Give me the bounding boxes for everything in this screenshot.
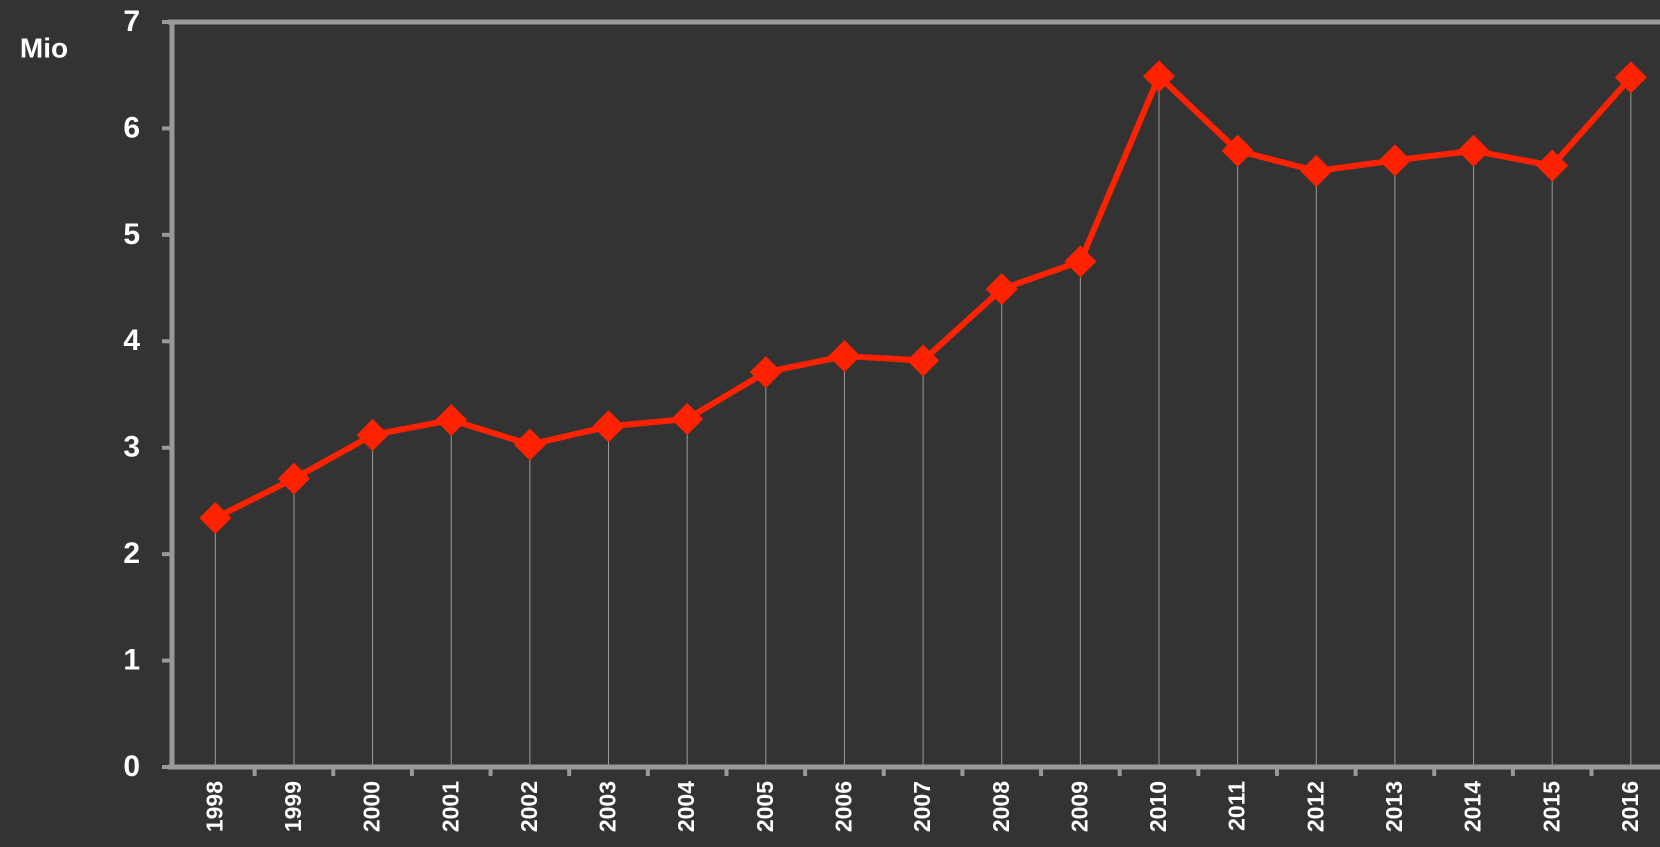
marker (1143, 60, 1175, 93)
x-tick-label: 2011 (1224, 781, 1250, 831)
y-axis-label: Mio (20, 32, 68, 63)
x-tick-label: 2007 (909, 781, 935, 832)
marker (1221, 134, 1254, 167)
marker (1300, 155, 1333, 187)
marker (749, 356, 782, 389)
x-tick-label: 2013 (1381, 781, 1407, 832)
marker (671, 402, 704, 435)
x-tick-label: 2004 (673, 781, 699, 832)
x-tick-label: 2006 (831, 781, 857, 832)
x-tick-label: 2010 (1145, 781, 1171, 832)
x-tick-label: 2009 (1066, 781, 1092, 832)
x-tick-label: 2003 (595, 781, 621, 832)
x-tick-label: 2002 (516, 781, 542, 832)
x-tick-label: 2016 (1617, 781, 1643, 832)
marker (985, 273, 1018, 306)
x-tick-label: 2008 (988, 781, 1014, 832)
marker (199, 501, 232, 534)
marker (1614, 61, 1647, 94)
x-tick-label: 2015 (1538, 781, 1564, 832)
y-tick-label: 3 (123, 431, 140, 464)
marker (435, 404, 468, 437)
y-tick-label: 6 (123, 111, 140, 144)
x-tick-label: 2000 (359, 781, 385, 832)
marker (513, 428, 546, 461)
y-tick-label: 1 (123, 643, 140, 676)
x-tick-label: 1998 (201, 781, 227, 832)
marker (1536, 149, 1569, 182)
marker (356, 418, 389, 451)
x-tick-label: 2014 (1460, 781, 1486, 832)
marker (592, 410, 625, 443)
x-tick-label: 2005 (752, 781, 778, 832)
y-tick-label: 4 (123, 324, 140, 357)
marker (1064, 245, 1097, 278)
marker (828, 340, 861, 373)
marker (1378, 144, 1411, 177)
y-tick-label: 7 (123, 5, 140, 38)
x-tick-label: 2001 (437, 781, 463, 832)
y-tick-label: 0 (123, 750, 140, 783)
marker (1457, 134, 1490, 167)
y-tick-label: 2 (123, 537, 140, 570)
x-tick-label: 1999 (280, 781, 306, 832)
marker (277, 462, 310, 495)
marker (907, 344, 940, 377)
x-tick-label: 2012 (1302, 781, 1328, 832)
y-tick-label: 5 (123, 218, 140, 251)
